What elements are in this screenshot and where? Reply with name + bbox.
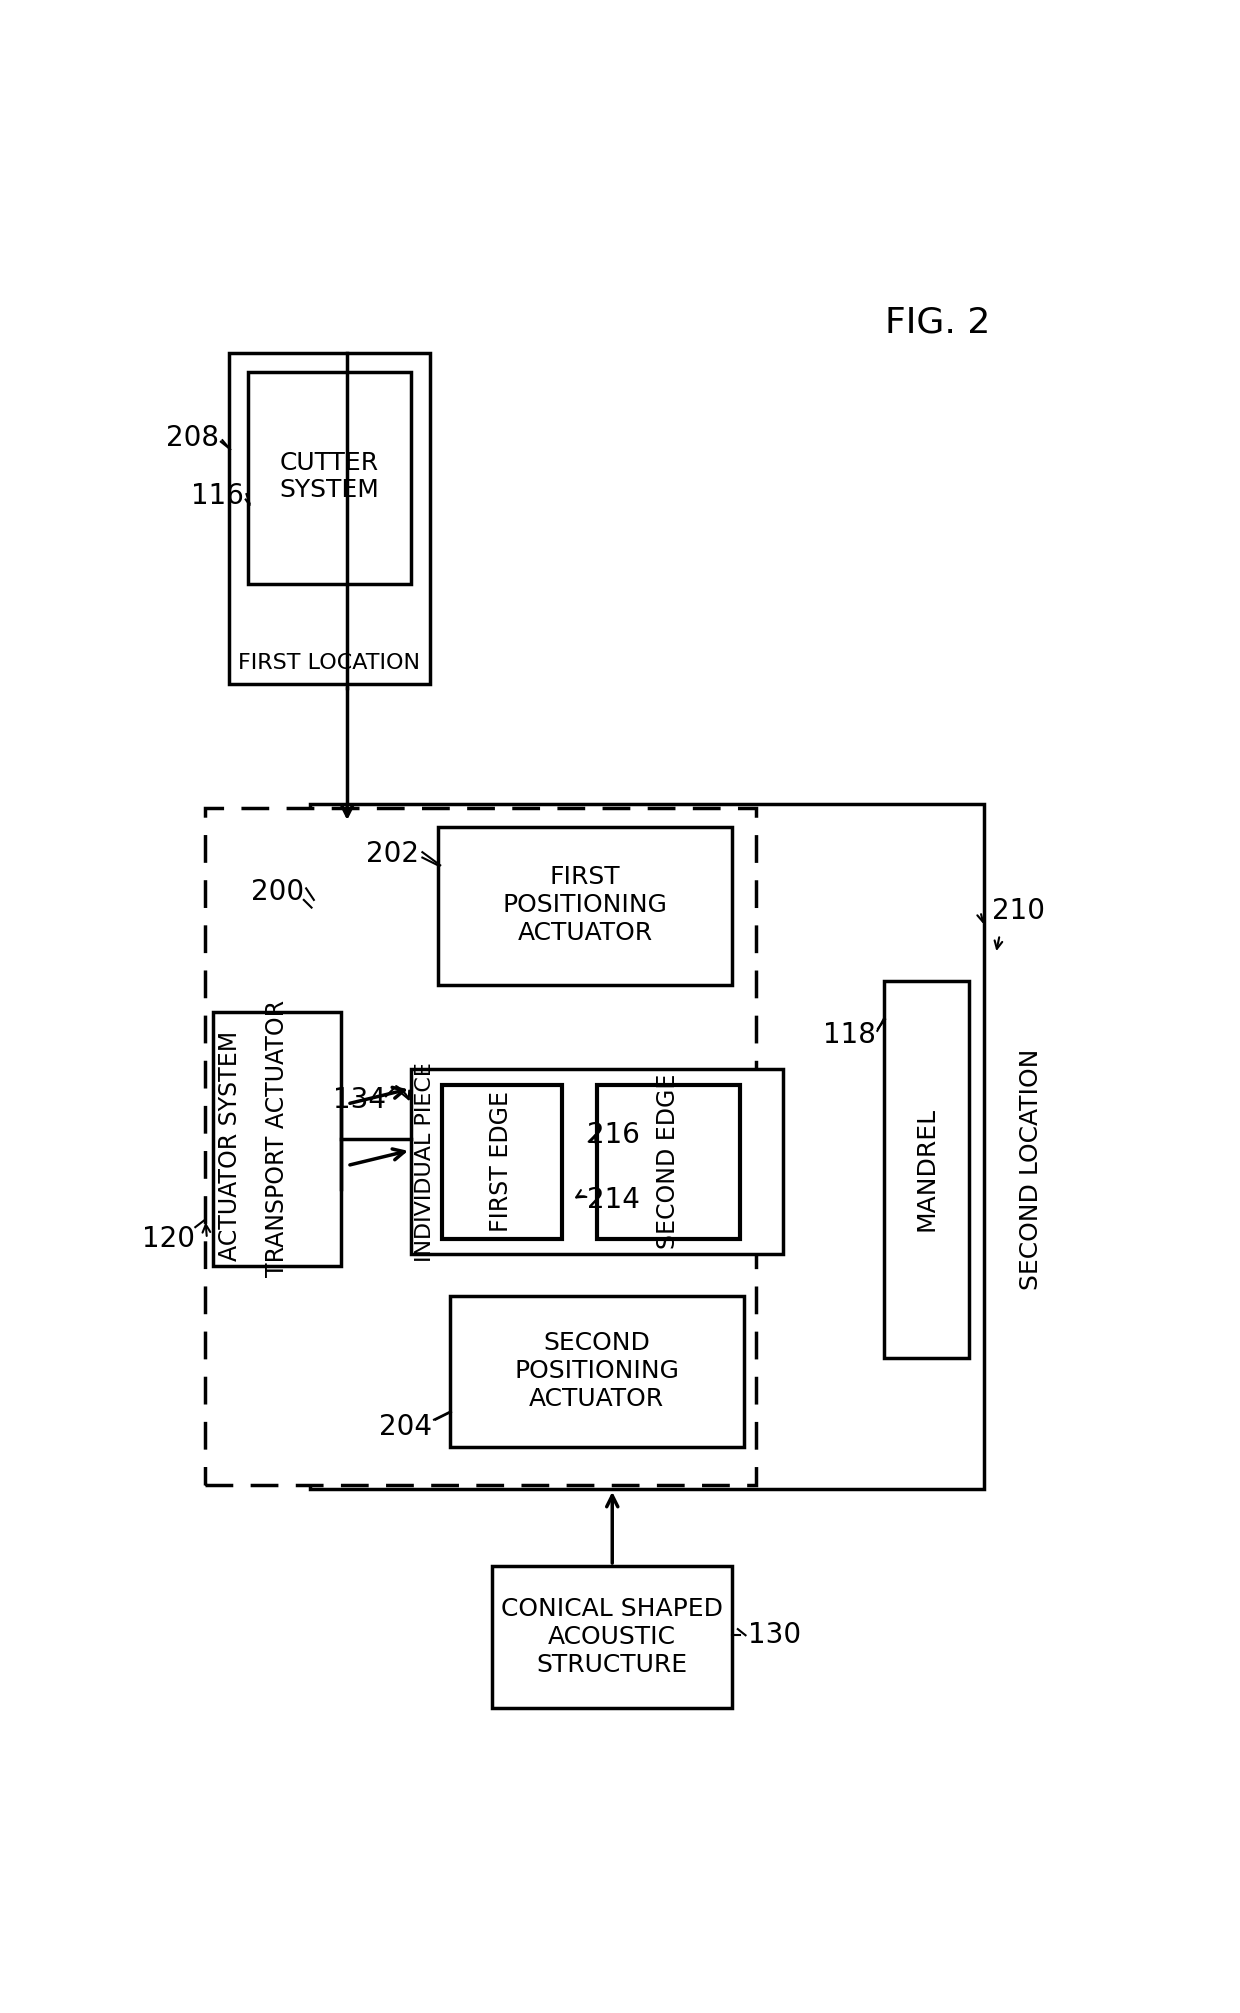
Text: SECOND EDGE: SECOND EDGE xyxy=(656,1075,680,1250)
Text: FIG. 2: FIG. 2 xyxy=(885,306,991,340)
Bar xyxy=(441,1085,562,1238)
Text: FIRST LOCATION: FIRST LOCATION xyxy=(238,652,420,672)
Text: 118: 118 xyxy=(823,1021,875,1049)
Bar xyxy=(449,1296,744,1447)
Bar xyxy=(883,980,968,1359)
Text: MANDREL: MANDREL xyxy=(914,1107,939,1232)
Text: 202: 202 xyxy=(366,839,419,868)
Text: 130: 130 xyxy=(748,1620,801,1649)
Text: 116: 116 xyxy=(191,481,244,509)
Bar xyxy=(492,1566,733,1709)
Text: FIRST EDGE: FIRST EDGE xyxy=(490,1091,513,1232)
Bar xyxy=(410,1069,782,1254)
Bar xyxy=(248,372,410,584)
Text: 200: 200 xyxy=(250,878,304,906)
Text: 204: 204 xyxy=(378,1413,432,1441)
Bar xyxy=(206,807,755,1486)
Text: 134: 134 xyxy=(334,1087,386,1113)
Text: TRANSPORT ACTUATOR: TRANSPORT ACTUATOR xyxy=(265,1000,289,1276)
Bar xyxy=(228,352,430,684)
Text: FIRST
POSITIONING
ACTUATOR: FIRST POSITIONING ACTUATOR xyxy=(502,866,667,944)
Text: 216: 216 xyxy=(588,1121,640,1149)
Text: CUTTER
SYSTEM: CUTTER SYSTEM xyxy=(279,451,379,503)
Bar xyxy=(310,803,985,1490)
Bar xyxy=(213,1013,341,1266)
Text: INDIVIDUAL PIECE: INDIVIDUAL PIECE xyxy=(415,1061,435,1262)
Text: 210: 210 xyxy=(992,898,1045,926)
Text: 214: 214 xyxy=(588,1186,640,1214)
Text: ACTUATOR SYSTEM: ACTUATOR SYSTEM xyxy=(218,1031,242,1262)
Bar xyxy=(438,827,733,984)
Text: CONICAL SHAPED
ACOUSTIC
STRUCTURE: CONICAL SHAPED ACOUSTIC STRUCTURE xyxy=(501,1596,723,1677)
Text: SECOND
POSITIONING
ACTUATOR: SECOND POSITIONING ACTUATOR xyxy=(515,1331,680,1411)
Text: 120: 120 xyxy=(143,1224,196,1252)
Text: 208: 208 xyxy=(166,425,219,451)
Bar xyxy=(596,1085,740,1238)
Text: SECOND LOCATION: SECOND LOCATION xyxy=(1019,1049,1043,1290)
